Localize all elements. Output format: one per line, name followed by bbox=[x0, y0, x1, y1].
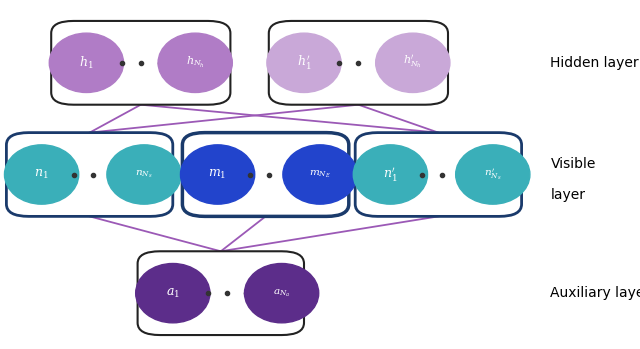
Text: $h_1'$: $h_1'$ bbox=[297, 54, 311, 72]
Text: $n_{N_s}'$: $n_{N_s}'$ bbox=[484, 167, 502, 182]
Text: $a_{N_a}$: $a_{N_a}$ bbox=[273, 287, 290, 299]
FancyBboxPatch shape bbox=[182, 133, 349, 216]
Ellipse shape bbox=[353, 145, 428, 204]
Text: layer: layer bbox=[550, 188, 586, 202]
Ellipse shape bbox=[107, 145, 181, 204]
Text: $n_{N_s}$: $n_{N_s}$ bbox=[135, 169, 153, 180]
Ellipse shape bbox=[376, 33, 450, 92]
Text: $a_1$: $a_1$ bbox=[166, 287, 180, 300]
Text: $n_1$: $n_1$ bbox=[35, 168, 49, 181]
Text: Hidden layer: Hidden layer bbox=[550, 56, 639, 70]
Ellipse shape bbox=[244, 263, 319, 323]
FancyBboxPatch shape bbox=[355, 133, 522, 216]
Ellipse shape bbox=[4, 145, 79, 204]
Ellipse shape bbox=[49, 33, 124, 92]
Text: $h_{N_h}$: $h_{N_h}$ bbox=[186, 55, 205, 70]
FancyBboxPatch shape bbox=[269, 21, 448, 105]
Text: Auxiliary layer: Auxiliary layer bbox=[550, 286, 640, 300]
Text: $m_{N_E}$: $m_{N_E}$ bbox=[309, 169, 331, 180]
Ellipse shape bbox=[267, 33, 341, 92]
Ellipse shape bbox=[136, 263, 210, 323]
Text: $n_1'$: $n_1'$ bbox=[383, 165, 397, 184]
Text: $h_1$: $h_1$ bbox=[79, 55, 93, 71]
Text: $h_{N_h}'$: $h_{N_h}'$ bbox=[403, 54, 422, 72]
Text: Visible: Visible bbox=[550, 157, 596, 171]
Ellipse shape bbox=[180, 145, 255, 204]
Ellipse shape bbox=[158, 33, 232, 92]
FancyBboxPatch shape bbox=[6, 133, 173, 216]
FancyBboxPatch shape bbox=[51, 21, 230, 105]
FancyBboxPatch shape bbox=[138, 251, 304, 335]
Text: $m_1$: $m_1$ bbox=[209, 168, 227, 181]
Ellipse shape bbox=[283, 145, 357, 204]
Ellipse shape bbox=[456, 145, 530, 204]
